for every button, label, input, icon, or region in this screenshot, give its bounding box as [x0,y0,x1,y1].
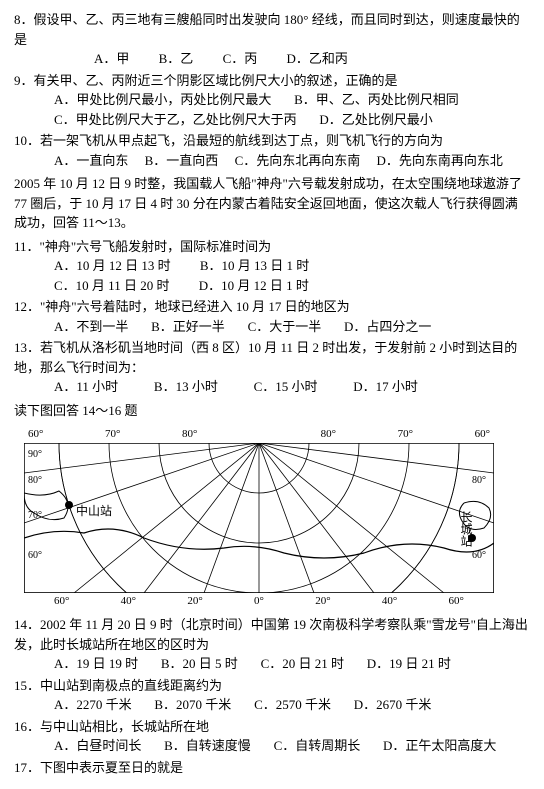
q13-opt-d: D．17 小时 [353,379,418,394]
q15-opt-b: B．2070 千米 [154,697,231,712]
lat-60l: 60° [28,550,42,561]
q11-opt-c: C．10 月 11 日 20 时 [54,278,169,293]
q16-opt-a: A．白昼时间长 [54,738,141,753]
q11-opt-b: B．10 月 13 日 1 时 [200,258,309,273]
q12-opt-b: B．正好一半 [151,319,225,334]
q10-opt-d: D．先向东南再向东北 [376,153,502,168]
zhongshan-marker [65,501,73,509]
question-11-text: 11．"神舟"六号飞船发射时，国际标准时间为 [14,237,530,257]
lat-90: 90° [28,449,42,460]
lon-bot-4: 20° [315,593,330,610]
lon-top-4: 70° [398,426,413,443]
intro-14-16: 读下图回答 14～16 题 [14,401,530,421]
question-8-text: 8．假设甲、乙、丙三地有三艘船同时出发驶向 180° 经线，而且同时到达，则速度… [14,10,530,49]
map-svg: 中山站 长城站 90° 80° 70° 60° 60° 80° [24,443,494,593]
question-10-text: 10．若一架飞机从甲点起飞，沿最短的航线到达丁点，则飞机飞行的方向为 [14,131,530,151]
question-16-options: A．白昼时间长 B．自转速度慢 C．自转周期长 D．正午太阳高度大 [14,736,530,756]
q11-opt-a: A．10 月 12 日 13 时 [54,258,171,273]
lon-top-5: 60° [475,426,490,443]
question-9-options: A．甲处比例尺最小，丙处比例尺最大 B．甲、乙、丙处比例尺相同 C．甲处比例尺大… [14,90,530,129]
map-figure: 60° 70° 80° 80° 70° 60° [24,426,494,609]
q13-opt-b: B．13 小时 [154,379,218,394]
question-12-options: A．不到一半 B．正好一半 C．大于一半 D．占四分之一 [14,317,530,337]
lat-80: 80° [28,475,42,486]
question-13: 13．若飞机从洛杉矶当地时间（西 8 区）10 月 11 日 2 时出发，于发射… [14,338,530,397]
changcheng-label: 长城站 [459,510,473,546]
q16-opt-d: D．正午太阳高度大 [383,738,496,753]
q9-opt-b: B．甲、乙、丙处比例尺相同 [294,92,459,107]
q8-opt-a: A．甲 [94,51,129,66]
q12-opt-a: A．不到一半 [54,319,128,334]
lon-bot-0: 60° [54,593,69,610]
q12-opt-d: D．占四分之一 [344,319,431,334]
question-13-options: A．11 小时 B．13 小时 C．15 小时 D．17 小时 [14,377,530,397]
q11-opt-d: D．10 月 12 日 1 时 [199,278,309,293]
q8-opt-d: D．乙和丙 [286,51,347,66]
q14-opt-b: B．20 日 5 时 [161,656,238,671]
question-12-text: 12．"神舟"六号着陆时，地球已经进入 10 月 17 日的地区为 [14,297,530,317]
q16-opt-c: C．自转周期长 [274,738,361,753]
question-8-options: A．甲 B．乙 C．丙 D．乙和丙 [14,49,530,69]
question-11-options: A．10 月 12 日 13 时 B．10 月 13 日 1 时 C．10 月 … [14,256,530,295]
map-lon-bottom-labels: 60° 40° 20° 0° 20° 40° 60° [24,593,494,610]
lon-top-3: 80° [321,426,336,443]
q13-opt-c: C．15 小时 [254,379,318,394]
question-9-text: 9．有关甲、乙、丙附近三个阴影区域比例尺大小的叙述，正确的是 [14,71,530,91]
question-16: 16．与中山站相比，长城站所在地 A．白昼时间长 B．自转速度慢 C．自转周期长… [14,717,530,756]
question-16-text: 16．与中山站相比，长城站所在地 [14,717,530,737]
q9-opt-a: A．甲处比例尺最小，丙处比例尺最大 [54,92,271,107]
q15-opt-c: C．2570 千米 [254,697,331,712]
lon-top-2: 80° [182,426,197,443]
lon-bot-1: 40° [121,593,136,610]
question-12: 12．"神舟"六号着陆时，地球已经进入 10 月 17 日的地区为 A．不到一半… [14,297,530,336]
question-13-text: 13．若飞机从洛杉矶当地时间（西 8 区）10 月 11 日 2 时出发，于发射… [14,338,530,377]
lon-top-1: 70° [105,426,120,443]
question-14: 14．2002 年 11 月 20 日 9 时（北京时间）中国第 19 次南极科… [14,615,530,674]
lat-80r: 80° [472,475,486,486]
q14-opt-c: C．20 日 21 时 [261,656,344,671]
question-8: 8．假设甲、乙、丙三地有三艘船同时出发驶向 180° 经线，而且同时到达，则速度… [14,10,530,69]
lon-bot-3: 0° [254,593,264,610]
lon-top-0: 60° [28,426,43,443]
lat-60r: 60° [472,550,486,561]
question-15-options: A．2270 千米 B．2070 千米 C．2570 千米 D．2670 千米 [14,695,530,715]
q10-opt-a: A．一直向东 [54,153,128,168]
q9-opt-c: C．甲处比例尺大于乙，乙处比例尺大于丙 [54,112,297,127]
question-10-options: A．一直向东 B．一直向西 C．先向东北再向东南 D．先向东南再向东北 [14,151,530,171]
q15-opt-d: D．2670 千米 [354,697,432,712]
lon-bot-2: 20° [187,593,202,610]
q8-opt-c: C．丙 [223,51,258,66]
question-10: 10．若一架飞机从甲点起飞，沿最短的航线到达丁点，则飞机飞行的方向为 A．一直向… [14,131,530,170]
question-14-text: 14．2002 年 11 月 20 日 9 时（北京时间）中国第 19 次南极科… [14,615,530,654]
question-17-text: 17．下图中表示夏至日的就是 [14,758,530,778]
zhongshan-label: 中山站 [76,503,112,518]
q9-opt-d: D．乙处比例尺最小 [319,112,432,127]
q10-opt-c: C．先向东北再向东南 [235,153,361,168]
lat-70: 70° [28,510,42,521]
question-11: 11．"神舟"六号飞船发射时，国际标准时间为 A．10 月 12 日 13 时 … [14,237,530,296]
map-lon-top-labels: 60° 70° 80° 80° 70° 60° [24,426,494,443]
question-9: 9．有关甲、乙、丙附近三个阴影区域比例尺大小的叙述，正确的是 A．甲处比例尺最小… [14,71,530,130]
question-14-options: A．19 日 19 时 B．20 日 5 时 C．20 日 21 时 D．19 … [14,654,530,674]
q12-opt-c: C．大于一半 [248,319,322,334]
q15-opt-a: A．2270 千米 [54,697,132,712]
question-15-text: 15．中山站到南极点的直线距离约为 [14,676,530,696]
q13-opt-a: A．11 小时 [54,379,118,394]
lon-bot-6: 60° [449,593,464,610]
q16-opt-b: B．自转速度慢 [164,738,251,753]
q14-opt-a: A．19 日 19 时 [54,656,138,671]
lon-bot-5: 40° [382,593,397,610]
q10-opt-b: B．一直向西 [145,153,219,168]
intro-11-13: 2005 年 10 月 12 日 9 时整，我国载人飞船"神舟"六号载发射成功，… [14,174,530,233]
q8-opt-b: B．乙 [159,51,194,66]
question-17: 17．下图中表示夏至日的就是 [14,758,530,778]
q14-opt-d: D．19 日 21 时 [367,656,451,671]
question-15: 15．中山站到南极点的直线距离约为 A．2270 千米 B．2070 千米 C．… [14,676,530,715]
